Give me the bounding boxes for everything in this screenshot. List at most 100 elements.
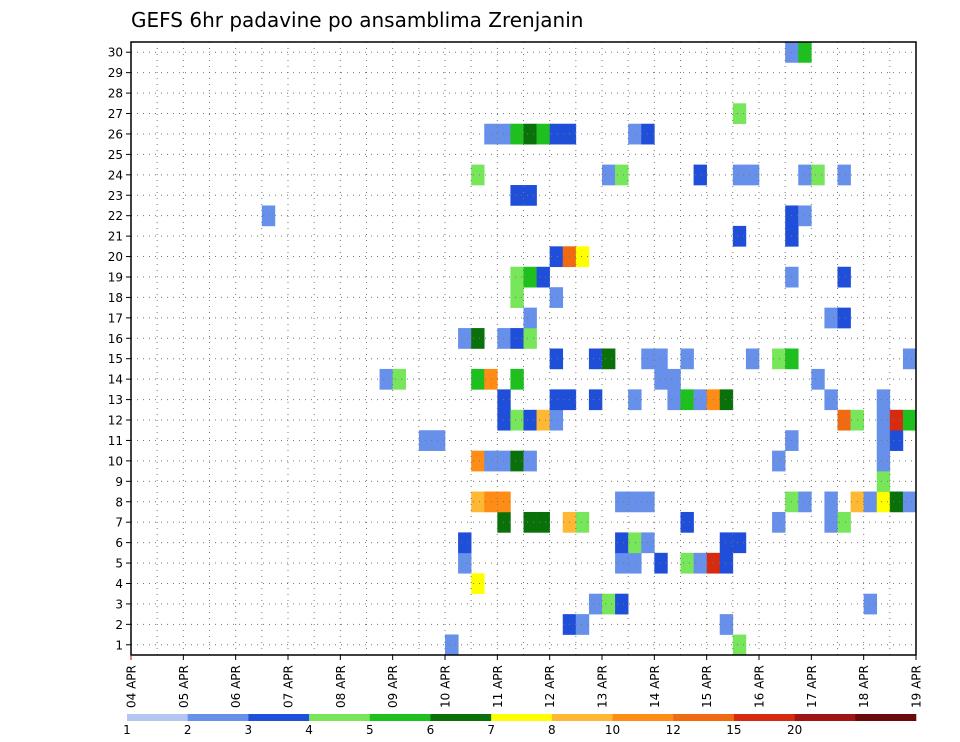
precip-cell [549,389,564,411]
precip-cell [536,123,550,145]
y-tick-label: 13 [108,393,123,407]
x-tick-label: 08 APR [334,665,348,708]
precip-cell [523,185,537,206]
precip-cell [837,164,851,186]
y-tick-label: 11 [108,434,123,448]
precip-cell [719,532,734,554]
legend-swatch [309,714,371,721]
precip-cell [261,205,276,227]
legend-swatch [430,714,492,721]
x-tick-label: 19 APR [910,665,924,708]
precip-cell [510,185,524,206]
precip-cell [732,225,747,247]
legend-label: 4 [305,723,313,737]
y-tick-label: 18 [108,291,123,305]
precip-cell [588,593,603,615]
x-tick-label: 16 APR [753,665,767,708]
precip-cell [824,511,838,533]
y-tick-label: 15 [108,352,123,366]
precip-cell [392,368,407,390]
precip-cell [745,348,760,370]
precip-cell [837,409,851,431]
legend-label: 10 [605,723,620,737]
precip-cell [732,634,747,656]
legend-label: 3 [245,723,253,737]
y-tick-label: 9 [115,475,123,489]
x-tick-label: 12 APR [543,665,557,708]
precip-cell [798,42,812,63]
legend-swatch [127,714,188,721]
y-tick-label: 29 [108,66,123,80]
precip-cell [876,409,891,431]
x-tick-label: 13 APR [596,665,610,708]
legend-label: 6 [427,723,435,737]
y-tick-label: 19 [108,270,123,284]
y-tick-label: 7 [115,516,123,530]
legend-swatch [733,714,795,721]
precip-cell [523,266,537,288]
precip-cell [863,491,878,513]
precip-cell [471,368,485,390]
precip-cell [458,328,472,349]
legend-label: 12 [666,723,681,737]
precip-cell [615,593,629,615]
grid-lines [131,42,916,655]
precip-cell [602,348,616,370]
y-tick-label: 14 [108,373,123,387]
precip-cell [654,348,668,370]
precip-cell [458,532,472,554]
x-tick-label: 04 APR [125,665,139,708]
precip-cell [523,307,537,329]
legend-label: 7 [487,723,495,737]
precip-cell [798,164,812,186]
precip-cell [680,348,694,370]
precip-cell [889,409,904,431]
precip-cell [497,389,511,411]
precip-cell [876,430,891,451]
precip-cell [536,266,550,288]
precip-cell [602,593,616,615]
precip-cell [615,491,629,513]
legend-swatch [248,714,310,721]
legend-label: 20 [787,723,802,737]
legend-swatch [369,714,431,721]
y-axis-ticks: 1234567891011121314151617181920212223242… [108,46,131,652]
precip-cell [680,389,694,411]
precip-cell [536,511,550,533]
y-tick-label: 1 [115,638,123,652]
precip-cell [863,593,878,615]
legend-swatch [855,714,917,721]
precip-cell [497,123,511,145]
precip-cell [902,409,917,431]
precip-cell [693,164,707,186]
precip-cell [471,450,485,472]
precip-cell [772,450,786,472]
precip-cell [732,103,747,125]
precip-cell [484,368,498,390]
precip-cell [523,123,537,145]
precip-cell [484,450,498,472]
precip-cell [549,348,564,370]
precip-cell [732,164,747,186]
precip-cell [615,552,629,574]
y-tick-label: 20 [108,250,123,264]
precip-cell [837,266,851,288]
y-tick-label: 24 [108,168,123,182]
precip-cell [510,266,524,288]
precip-cell [510,328,524,349]
precip-cell [654,368,668,390]
precip-cell [667,368,681,390]
precip-cell [471,573,485,594]
precip-cell [745,164,760,186]
precip-cell [876,389,891,411]
y-tick-label: 26 [108,127,123,141]
precip-cell [523,409,537,431]
precip-cell [497,328,511,349]
precip-cell [628,552,642,574]
x-tick-label: 07 APR [282,665,296,708]
precip-cell [549,409,564,431]
x-tick-label: 11 APR [491,665,505,708]
y-tick-label: 10 [108,454,123,468]
precip-cell [575,246,590,268]
precip-cell [497,511,511,533]
